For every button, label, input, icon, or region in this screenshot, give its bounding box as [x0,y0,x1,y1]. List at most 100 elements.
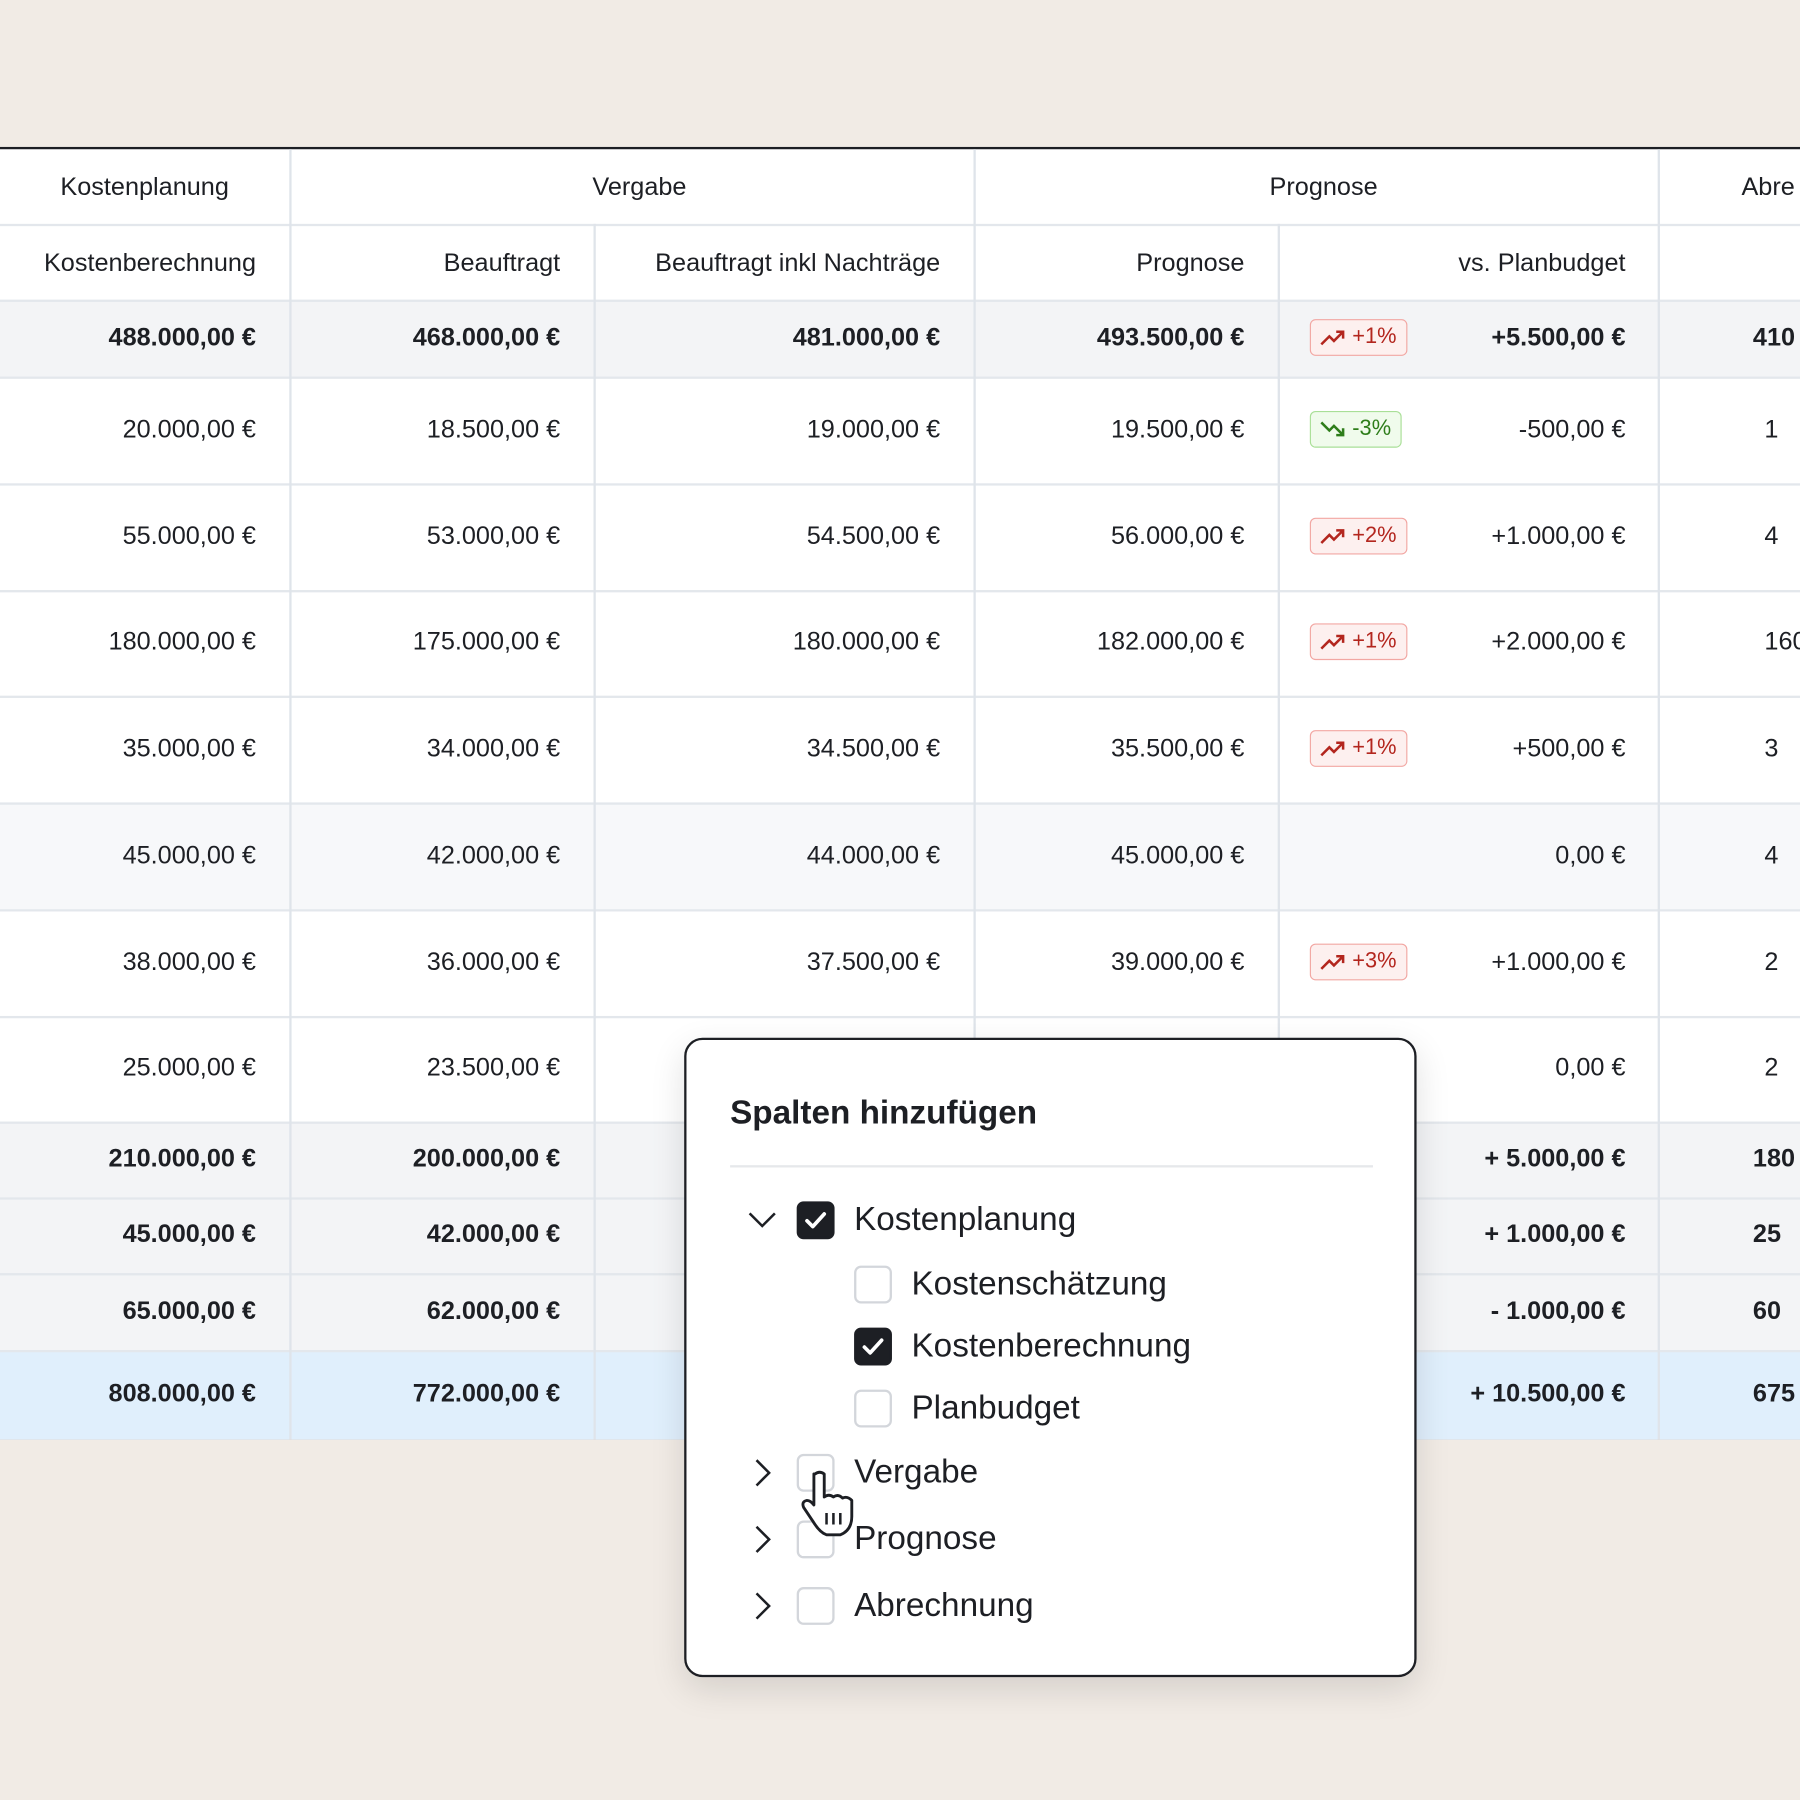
row-bg [0,909,1800,1016]
cell: 410 [1752,322,1796,352]
cell: + 1.000,00 € [1484,1219,1626,1248]
checkbox[interactable] [796,1587,835,1625]
cell: 36.000,00 € [426,946,561,976]
column-option[interactable]: Abrechnung [854,1587,1034,1624]
trend-badge: +3% [1309,943,1407,980]
cell: 3 [1764,732,1779,762]
divider [730,1165,1373,1168]
cell: 200.000,00 € [412,1143,561,1173]
row-line [0,802,1800,805]
column-header: Kostenberechnung [43,247,256,277]
cell: - 1.000,00 € [1490,1295,1626,1325]
row-line [0,909,1800,912]
trend-icon [1320,330,1345,346]
column-header: Prognose [1136,247,1245,277]
column-option[interactable]: Prognose [854,1520,997,1558]
cell: +1.000,00 € [1491,520,1626,550]
trend-icon [1320,420,1345,436]
expand-toggle[interactable] [746,1590,778,1622]
cell: 772.000,00 € [412,1378,561,1408]
badge-label: +1% [1352,324,1397,349]
column-header: Beauftragt inkl Nachträge [655,247,941,277]
checkbox[interactable] [854,1327,892,1366]
cell: 0,00 € [1555,839,1626,869]
group-header: Prognose [1269,172,1378,201]
cell: + 10.500,00 € [1470,1378,1626,1408]
cell: 35.000,00 € [122,732,256,762]
column-option[interactable]: Kostenschätzung [911,1265,1167,1303]
column-option[interactable]: Planbudget [911,1389,1080,1427]
cell: 53.000,00 € [426,520,561,550]
badge-label: -3% [1352,416,1392,441]
cell: 25.000,00 € [122,1052,256,1082]
cell: 2 [1764,946,1779,976]
badge-label: +1% [1352,735,1397,760]
cell: 60 [1752,1295,1782,1325]
column-line [1277,223,1280,1440]
trend-badge: +1% [1309,729,1407,767]
row-line [0,695,1800,698]
badge-label: +1% [1352,629,1397,654]
row-line [0,299,1800,302]
cell: 1 [1764,413,1779,443]
column-option[interactable]: Vergabe [854,1453,979,1491]
cell: 210.000,00 € [108,1143,256,1173]
column-header: Beauftragt [443,247,561,277]
cell: 19.000,00 € [806,413,941,443]
trend-badge: +2% [1309,517,1407,554]
row-line [0,376,1800,379]
cell: 468.000,00 € [412,322,561,352]
trend-badge: -3% [1309,410,1402,448]
expand-toggle[interactable] [746,1523,778,1555]
cell: 0,00 € [1555,1052,1626,1082]
cell: +1.000,00 € [1491,946,1626,976]
cell: 19.500,00 € [1110,413,1245,443]
row-bg [0,376,1800,484]
cell: +2.000,00 € [1491,626,1626,656]
cell: 488.000,00 € [108,322,256,352]
cell: 39.000,00 € [1110,946,1245,976]
trend-badge: +1% [1309,319,1407,356]
cell: 54.500,00 € [806,520,941,550]
group-header: Abre [1741,172,1795,201]
cell: 493.500,00 € [1096,322,1245,352]
cell: 42.000,00 € [426,1219,561,1248]
trend-icon [1320,954,1345,970]
cell: 180.000,00 € [108,626,256,656]
checkbox[interactable] [854,1265,892,1304]
expand-toggle[interactable] [746,1457,778,1489]
row-line [0,223,1800,227]
cell: 4 [1764,520,1779,550]
cell: +5.500,00 € [1491,322,1626,352]
trend-icon [1320,740,1345,756]
badge-label: +2% [1352,522,1397,548]
column-option[interactable]: Kostenberechnung [911,1327,1191,1365]
cell: 65.000,00 € [122,1295,256,1325]
cell: 42.000,00 € [426,839,561,869]
cell: 56.000,00 € [1110,520,1245,550]
column-line [289,149,292,1440]
cell: 62.000,00 € [426,1295,561,1325]
cursor [801,1470,854,1537]
cell: + 5.000,00 € [1484,1143,1626,1173]
trend-icon [1320,528,1345,544]
cell: 481.000,00 € [792,322,941,352]
cell: 35.500,00 € [1110,732,1245,762]
row-bg [0,695,1800,803]
row-bg [0,300,1800,377]
cell: 45.000,00 € [122,1219,256,1248]
popup: Spalten hinzufügen Kostenplanung Kostensc… [684,1037,1417,1678]
column-line [593,223,596,1440]
column-option[interactable]: Kostenplanung [854,1201,1077,1239]
cell: 180.000,00 € [792,626,941,656]
expand-toggle[interactable] [746,1204,778,1236]
checkbox[interactable] [796,1201,835,1240]
cell: 182.000,00 € [1096,626,1245,656]
group-header: Kostenplanung [60,172,229,201]
cell: 2 [1764,1052,1779,1082]
row-line [0,1015,1800,1019]
checkbox[interactable] [854,1389,892,1428]
group-header: Vergabe [592,172,687,201]
row-line [0,483,1800,486]
